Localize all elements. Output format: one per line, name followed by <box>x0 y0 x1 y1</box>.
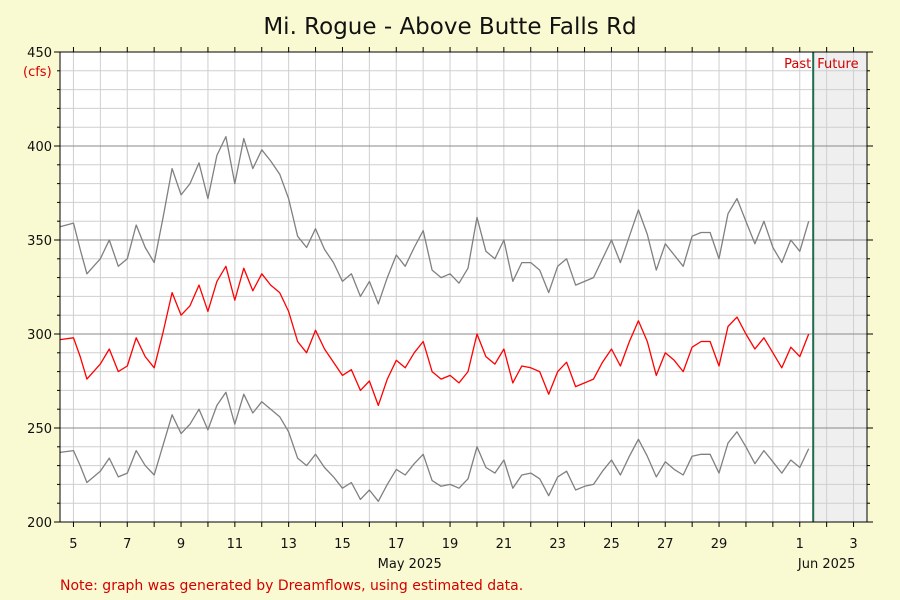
axis-ticks <box>54 47 873 527</box>
x-tick-label: 25 <box>603 537 620 552</box>
x-tick-label: 21 <box>496 537 513 552</box>
future-region <box>813 52 867 522</box>
chart-title: Mi. Rogue - Above Butte Falls Rd <box>263 14 636 40</box>
y-tick-label: 400 <box>27 140 52 155</box>
month-label: May 2025 <box>378 557 442 572</box>
x-tick-label: 11 <box>227 537 244 552</box>
x-tick-label: 5 <box>69 537 77 552</box>
y-tick-label: 300 <box>27 328 52 343</box>
y-axis-unit-label: (cfs) <box>23 65 52 80</box>
series-layer <box>59 135 810 502</box>
x-tick-label: 19 <box>442 537 459 552</box>
month-label: Jun 2025 <box>797 557 856 572</box>
x-tick-label: 27 <box>657 537 674 552</box>
x-tick-label: 17 <box>388 537 405 552</box>
x-tick-label: 13 <box>280 537 297 552</box>
plot-area <box>60 52 867 522</box>
plot-frame <box>59 51 868 523</box>
future-label: Future <box>817 57 858 72</box>
x-tick-label: 29 <box>711 537 728 552</box>
series-line-2 <box>59 135 810 305</box>
series-line-3 <box>59 391 810 502</box>
footer-note: Note: graph was generated by Dreamflows,… <box>60 578 523 594</box>
x-tick-label: 23 <box>549 537 566 552</box>
past-label: Past <box>784 57 811 72</box>
x-tick-label: 3 <box>849 537 857 552</box>
y-tick-label: 200 <box>27 516 52 531</box>
y-axis-labels: 200 250 300 350 400 450 <box>27 46 52 531</box>
major-grid <box>60 145 867 429</box>
y-tick-label: 450 <box>27 46 52 61</box>
y-tick-label: 350 <box>27 234 52 249</box>
series-line-1 <box>59 265 810 407</box>
x-tick-label: 7 <box>123 537 131 552</box>
minor-grid <box>60 52 867 522</box>
x-tick-label: 15 <box>334 537 351 552</box>
x-tick-label: 9 <box>177 537 185 552</box>
x-tick-label: 1 <box>796 537 804 552</box>
y-tick-label: 250 <box>27 422 52 437</box>
